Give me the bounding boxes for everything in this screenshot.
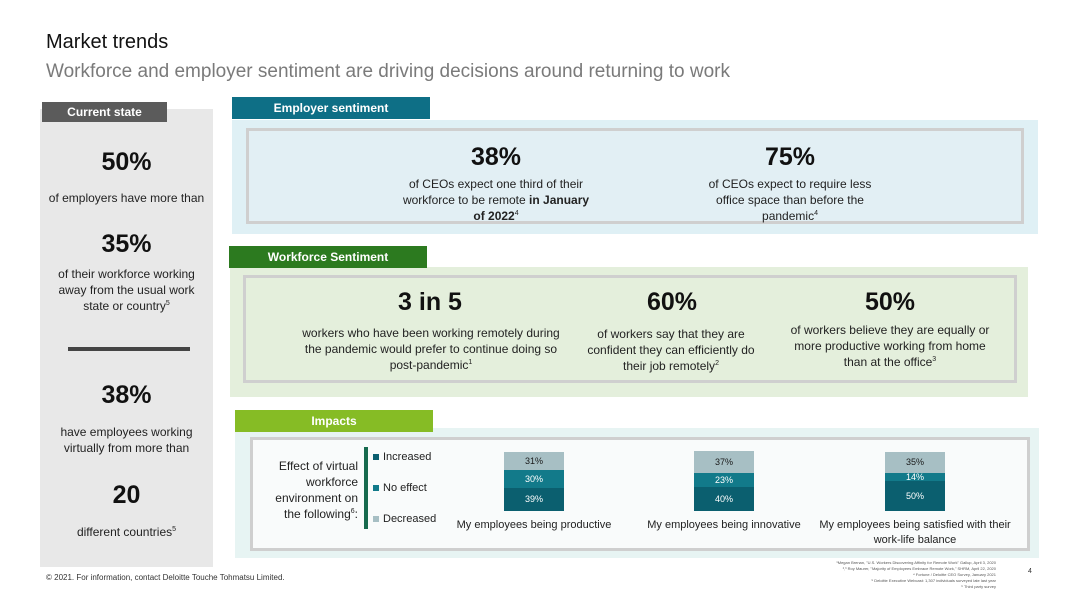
current-state-panel xyxy=(40,109,213,567)
page-title: Market trends xyxy=(46,31,169,53)
footnote: ²,³ Roy Maurer, "Majority of Employees E… xyxy=(842,566,996,571)
footnotes: ¹Megan Brenan, "U.S. Workers Discovering… xyxy=(740,560,996,590)
footnote: ¹Megan Brenan, "U.S. Workers Discovering… xyxy=(836,560,996,565)
current-state-tab: Current state xyxy=(42,102,167,122)
current-stat-virtual: 38% xyxy=(101,381,152,409)
employer-text-remote: of CEOs expect one third of their workfo… xyxy=(402,177,590,223)
current-text-employers: of employers have more than xyxy=(48,191,205,205)
page-number: 4 xyxy=(1028,568,1032,575)
page-subtitle: Workforce and employer sentiment are dri… xyxy=(46,61,730,82)
footnote: ⁵ Deloitte Executive Webcast: 1,307 indi… xyxy=(871,578,996,583)
workforce-stat-prefer: 3 in 5 xyxy=(398,288,462,316)
workforce-stat-productive: 50% xyxy=(864,288,916,316)
workforce-text-confident: of workers say that they are confident t… xyxy=(587,327,755,373)
legend-item-decreased: Decreased xyxy=(373,513,436,525)
workforce-stat-confident: 60% xyxy=(646,288,698,316)
workforce-text-productive: of workers believe they are equally or m… xyxy=(790,323,990,369)
workforce-sentiment-tab: Workforce Sentiment xyxy=(229,246,427,268)
copyright-footer: © 2021. For information, contact Deloitt… xyxy=(46,573,285,582)
impacts-chart-label: Effect of virtual workforce environment … xyxy=(275,459,358,521)
current-stat-employers: 50% xyxy=(101,148,152,176)
employer-stat-office: 75% xyxy=(764,143,816,171)
employer-box xyxy=(246,128,1024,224)
current-stat-countries: 20 xyxy=(112,481,141,509)
footnote: ⁶ Third party survey xyxy=(961,584,996,589)
employer-text-office: of CEOs expect to require less office sp… xyxy=(708,177,872,223)
workforce-text-prefer: workers who have been working remotely d… xyxy=(302,326,560,372)
employer-sentiment-tab: Employer sentiment xyxy=(232,97,430,119)
employer-stat-remote: 38% xyxy=(470,143,522,171)
current-text-workforce: of their workforce working away from the… xyxy=(58,267,195,313)
current-text-countries: different countries5 xyxy=(76,525,177,539)
workforce-section xyxy=(230,267,1028,397)
impacts-tab: Impacts xyxy=(235,410,433,432)
legend-accent-bar xyxy=(364,447,368,529)
divider xyxy=(68,347,190,351)
current-stat-workforce: 35% xyxy=(101,230,152,258)
workforce-box xyxy=(243,275,1017,383)
current-text-virtual: have employees working virtually from mo… xyxy=(60,425,193,455)
legend-item-increased: Increased xyxy=(373,451,431,463)
footnote: ⁴ Fortune / Deloitte CEO Survey, January… xyxy=(912,572,996,577)
legend-item-no-effect: No effect xyxy=(373,482,427,494)
